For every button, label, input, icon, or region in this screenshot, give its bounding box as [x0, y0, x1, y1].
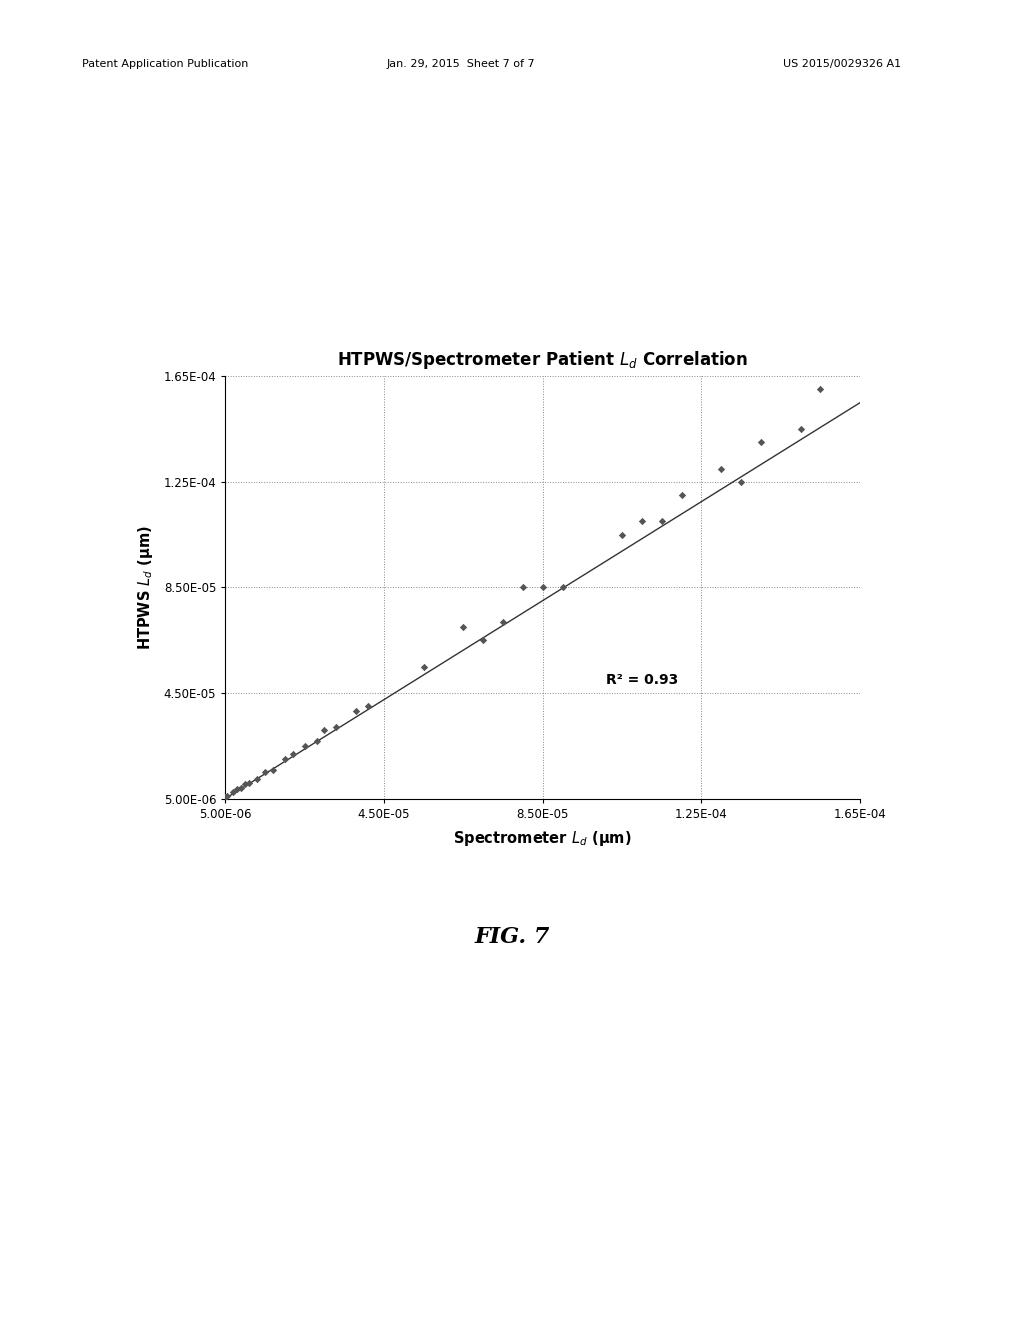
Point: [614, 524, 631, 545]
Point: [249, 768, 265, 789]
Point: [237, 774, 253, 795]
Point: [653, 511, 670, 532]
Y-axis label: HTPWS $L_d$ (μm): HTPWS $L_d$ (μm): [136, 525, 156, 649]
Point: [515, 577, 531, 598]
Text: Jan. 29, 2015  Sheet 7 of 7: Jan. 29, 2015 Sheet 7 of 7: [386, 59, 536, 70]
Point: [229, 779, 246, 800]
Point: [753, 432, 769, 453]
Point: [225, 781, 242, 803]
Point: [713, 458, 729, 479]
Point: [257, 762, 273, 783]
Point: [634, 511, 650, 532]
Point: [674, 484, 690, 506]
Title: HTPWS/Spectrometer Patient $L_d$ Correlation: HTPWS/Spectrometer Patient $L_d$ Correla…: [337, 348, 749, 371]
Text: R² = 0.93: R² = 0.93: [606, 673, 679, 688]
Point: [455, 616, 471, 638]
Point: [348, 701, 365, 722]
Point: [276, 748, 293, 770]
Point: [264, 759, 281, 780]
Point: [475, 630, 492, 651]
Point: [793, 418, 809, 440]
Text: US 2015/0029326 A1: US 2015/0029326 A1: [783, 59, 901, 70]
Point: [535, 577, 551, 598]
Point: [308, 730, 325, 751]
Point: [217, 787, 233, 808]
Point: [316, 719, 333, 741]
Point: [328, 717, 344, 738]
Point: [232, 777, 250, 799]
Point: [219, 785, 236, 807]
Point: [554, 577, 570, 598]
Point: [733, 471, 750, 492]
X-axis label: Spectrometer $L_d$ (μm): Spectrometer $L_d$ (μm): [454, 829, 632, 847]
Point: [495, 611, 511, 632]
Point: [812, 379, 828, 400]
Point: [241, 772, 257, 793]
Text: FIG. 7: FIG. 7: [474, 927, 550, 948]
Point: [360, 696, 377, 717]
Point: [285, 743, 301, 764]
Point: [416, 656, 432, 677]
Text: Patent Application Publication: Patent Application Publication: [82, 59, 248, 70]
Point: [297, 735, 313, 756]
